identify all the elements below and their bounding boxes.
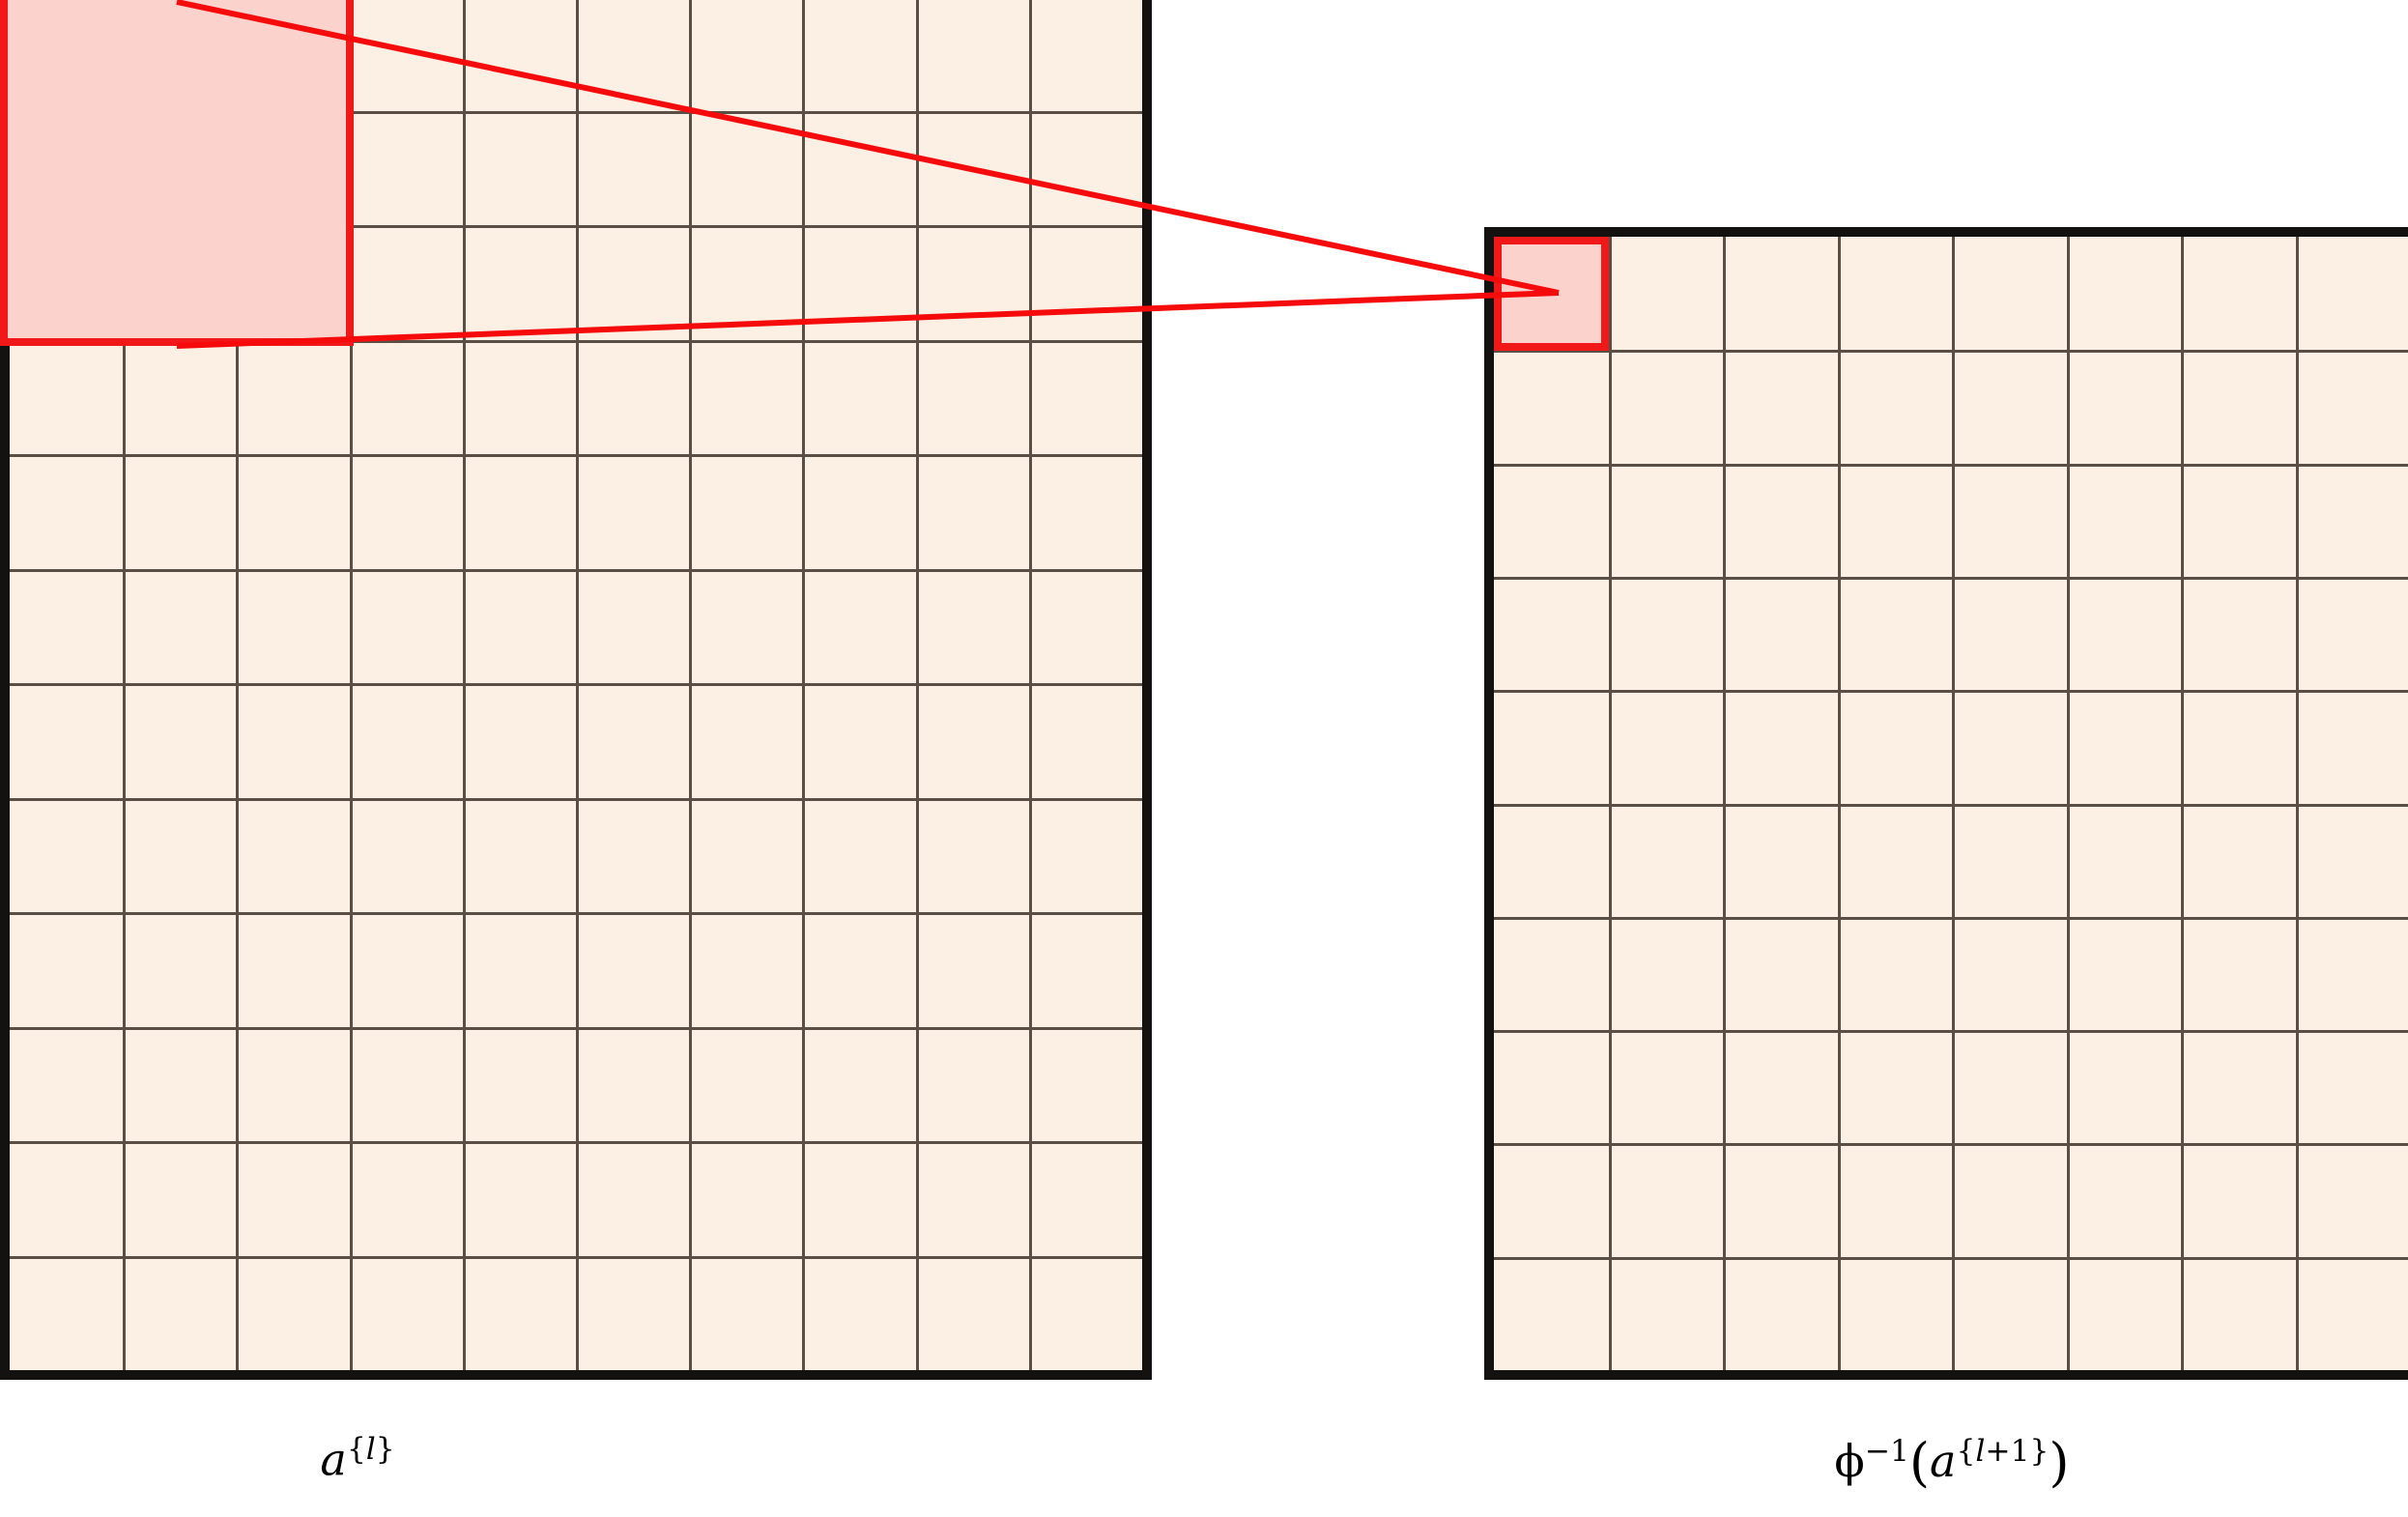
grid-line-horizontal bbox=[1494, 1030, 2408, 1034]
grid-line-horizontal bbox=[1494, 463, 2408, 467]
grid-line-horizontal bbox=[10, 1255, 1142, 1259]
grid-lines-right bbox=[1494, 237, 2408, 1370]
caption-left: a{l} bbox=[320, 1432, 394, 1485]
caption-right: ϕ−1(a{l+1}) bbox=[1834, 1432, 2069, 1493]
grid-line-horizontal bbox=[10, 1141, 1142, 1144]
caption-right-superscript: {l+1} bbox=[1956, 1433, 2050, 1469]
grid-line-horizontal bbox=[10, 683, 1142, 686]
caption-right-base: a bbox=[1930, 1435, 1957, 1488]
grid-line-horizontal bbox=[1494, 1256, 2408, 1260]
grid-line-horizontal bbox=[10, 1026, 1142, 1030]
caption-left-superscript-symbol: l bbox=[365, 1432, 376, 1467]
output-unit-cell bbox=[1494, 237, 1609, 351]
caption-right-close-paren: ) bbox=[2049, 1432, 2070, 1493]
grid-line-horizontal bbox=[10, 912, 1142, 915]
receptive-field-region bbox=[0, 0, 354, 346]
caption-right-function: ϕ bbox=[1834, 1435, 1865, 1488]
caption-left-base: a bbox=[320, 1433, 347, 1486]
caption-right-superscript-symbol: l bbox=[1975, 1433, 1986, 1469]
grid-line-horizontal bbox=[10, 797, 1142, 801]
caption-right-function-superscript: −1 bbox=[1864, 1433, 1909, 1469]
grid-line-horizontal bbox=[1494, 690, 2408, 694]
grid-line-horizontal bbox=[10, 454, 1142, 457]
grid-line-horizontal bbox=[1494, 916, 2408, 920]
caption-left-superscript: {l} bbox=[346, 1432, 395, 1467]
grid-line-horizontal bbox=[1494, 803, 2408, 807]
grid-line-horizontal bbox=[1494, 1143, 2408, 1147]
grid-lines-left bbox=[10, 0, 1142, 1370]
caption-right-superscript-op: +1 bbox=[1985, 1433, 2030, 1469]
activation-grid-layer-l-plus-1 bbox=[1484, 227, 2408, 1380]
grid-line-horizontal bbox=[1494, 576, 2408, 580]
caption-right-open-paren: ( bbox=[1908, 1432, 1931, 1493]
grid-line-horizontal bbox=[1494, 350, 2408, 354]
grid-line-horizontal bbox=[10, 568, 1142, 572]
